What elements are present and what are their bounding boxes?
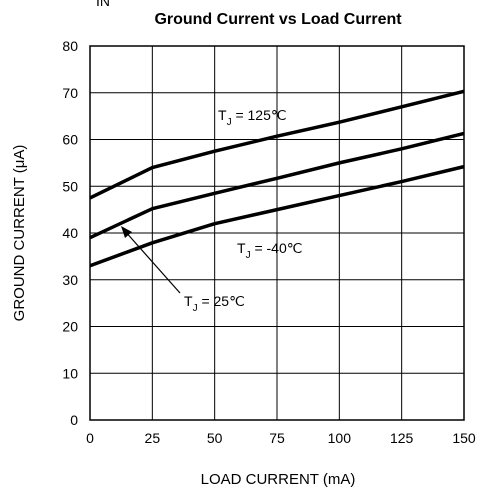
top-fragment: IN bbox=[96, 0, 110, 9]
grid bbox=[89, 45, 465, 421]
y-tick-label: 50 bbox=[62, 178, 78, 194]
x-tick-label: 100 bbox=[328, 430, 352, 446]
y-tick-label: 10 bbox=[62, 365, 78, 381]
chart-title: Ground Current vs Load Current bbox=[154, 11, 402, 28]
y-tick-labels: 0 10 20 30 40 50 60 70 80 bbox=[62, 38, 78, 428]
annotation-minus40c: TJ = -40℃ bbox=[237, 240, 302, 261]
y-tick-label: 20 bbox=[62, 319, 78, 335]
x-tick-label: 50 bbox=[207, 430, 223, 446]
x-tick-label: 75 bbox=[269, 430, 285, 446]
x-tick-label: 0 bbox=[86, 430, 94, 446]
y-tick-label: 80 bbox=[62, 38, 78, 54]
series-line-0 bbox=[89, 89, 465, 200]
x-tick-labels: 0 25 50 75 100 125 150 bbox=[86, 430, 476, 446]
y-tick-label: 0 bbox=[70, 412, 78, 428]
x-tick-label: 125 bbox=[390, 430, 414, 446]
y-tick-label: 30 bbox=[62, 272, 78, 288]
annotation-25c-arrow-line bbox=[123, 229, 181, 294]
x-tick-label: 150 bbox=[452, 430, 476, 446]
y-axis-label: GROUND CURRENT (μA) bbox=[11, 145, 28, 322]
series-lines bbox=[89, 89, 465, 268]
annotation-125c: TJ = 125℃ bbox=[218, 107, 287, 128]
plot-frame bbox=[89, 45, 465, 421]
x-tick-label: 25 bbox=[145, 430, 161, 446]
y-tick-label: 40 bbox=[62, 225, 78, 241]
series-line-1 bbox=[89, 131, 465, 240]
x-axis-label: LOAD CURRENT (mA) bbox=[201, 471, 356, 488]
annotation-25c: TJ = 25℃ bbox=[184, 293, 245, 314]
series-line-2 bbox=[89, 164, 465, 268]
y-tick-label: 70 bbox=[62, 85, 78, 101]
y-tick-label: 60 bbox=[62, 132, 78, 148]
annotation-25c-arrow-head bbox=[121, 226, 132, 238]
